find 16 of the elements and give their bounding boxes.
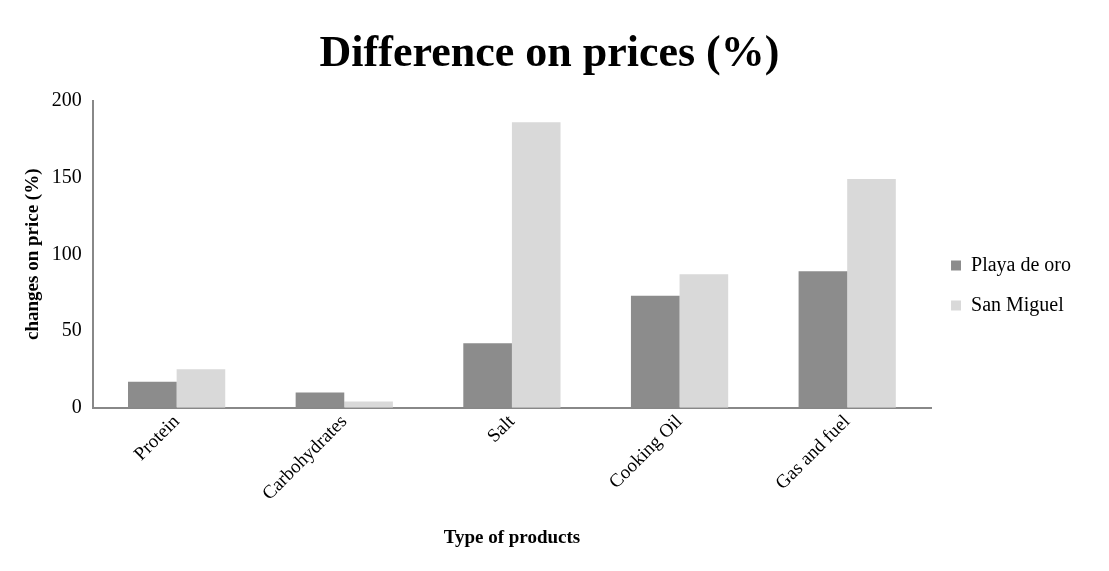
y-axis-title: changes on price (%): [21, 168, 44, 341]
x-tick-label: Salt: [482, 409, 519, 447]
y-tick-label: 100: [51, 241, 82, 264]
y-tick-label: 0: [71, 394, 82, 417]
legend-label: Playa de oro: [971, 252, 1072, 276]
bar: [176, 369, 226, 408]
bar: [847, 179, 896, 408]
y-tick-label: 150: [51, 164, 82, 187]
x-tick-label: Gas and fuel: [770, 410, 854, 494]
bar: [511, 122, 561, 408]
x-axis-title: Type of products: [443, 525, 581, 547]
legend-label: San Miguel: [971, 292, 1065, 316]
bar: [679, 274, 729, 408]
y-tick-label: 50: [61, 318, 82, 341]
y-tick-label: 200: [51, 88, 82, 111]
chart-title: Difference on prices (%): [319, 26, 780, 76]
